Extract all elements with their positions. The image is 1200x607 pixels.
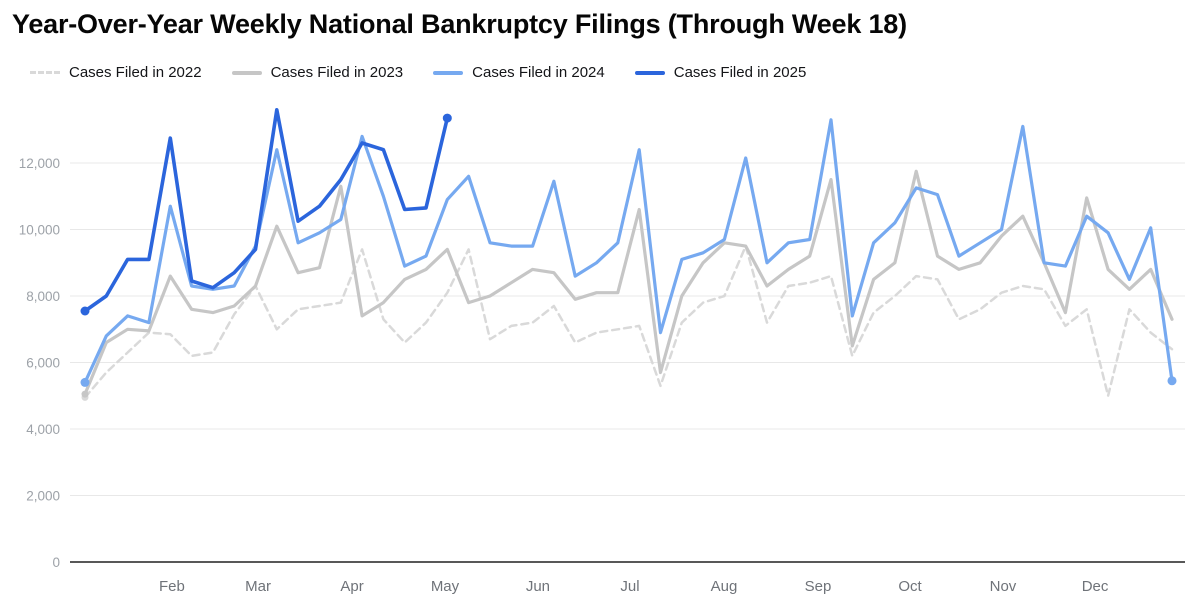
- data-point-dot-2025: [80, 306, 90, 316]
- legend-line-swatch-2024: [433, 70, 464, 75]
- legend-item-2025: Cases Filed in 2025: [634, 64, 807, 81]
- y-tick-label: 6,000: [26, 356, 60, 371]
- legend-line-swatch-2022: [30, 71, 60, 74]
- legend-label-2023: Cases Filed in 2023: [270, 64, 404, 81]
- chart-legend: Cases Filed in 2022 Cases Filed in 2023 Ca…: [30, 64, 806, 81]
- data-point-dot-2025: [442, 113, 452, 123]
- y-tick-label: 0: [52, 555, 60, 570]
- data-point-dot-2023: [81, 390, 89, 398]
- series-line-2025: [83, 108, 450, 313]
- y-tick-label: 2,000: [26, 489, 60, 504]
- x-tick-label: Dec: [1082, 578, 1109, 595]
- x-tick-label: Sep: [805, 578, 832, 595]
- legend-line-swatch-2025: [634, 70, 665, 75]
- x-tick-label: Feb: [159, 578, 185, 595]
- legend-line-swatch-2023: [231, 70, 262, 75]
- legend-label-2024: Cases Filed in 2024: [472, 64, 605, 81]
- x-tick-label: May: [431, 578, 460, 595]
- chart-title: Year-Over-Year Weekly National Bankruptc…: [12, 9, 907, 39]
- data-point-dot-2024: [1167, 376, 1177, 386]
- legend-item-2024: Cases Filed in 2024: [433, 64, 605, 81]
- series-line-2024: [83, 118, 1174, 384]
- y-tick-label: 4,000: [26, 422, 60, 437]
- x-tick-label: Nov: [990, 578, 1017, 595]
- legend-label-2022: Cases Filed in 2022: [69, 64, 202, 81]
- data-point-dot-2024: [80, 377, 90, 387]
- y-tick-label: 8,000: [26, 289, 60, 304]
- x-tick-label: Apr: [340, 578, 363, 595]
- legend-item-2023: Cases Filed in 2023: [231, 64, 404, 81]
- x-tick-label: Jun: [526, 578, 550, 595]
- x-tick-label: Jul: [620, 578, 639, 595]
- y-tick-label: 10,000: [19, 223, 60, 238]
- x-tick-label: Mar: [245, 578, 271, 595]
- series-line-2022: [83, 244, 1174, 399]
- y-tick-label: 12,000: [19, 156, 60, 171]
- legend-item-2022: Cases Filed in 2022: [30, 64, 202, 81]
- x-tick-label: Aug: [711, 578, 738, 595]
- series-line-2023: [83, 169, 1174, 396]
- legend-label-2025: Cases Filed in 2025: [673, 64, 807, 81]
- x-tick-label: Oct: [898, 578, 922, 595]
